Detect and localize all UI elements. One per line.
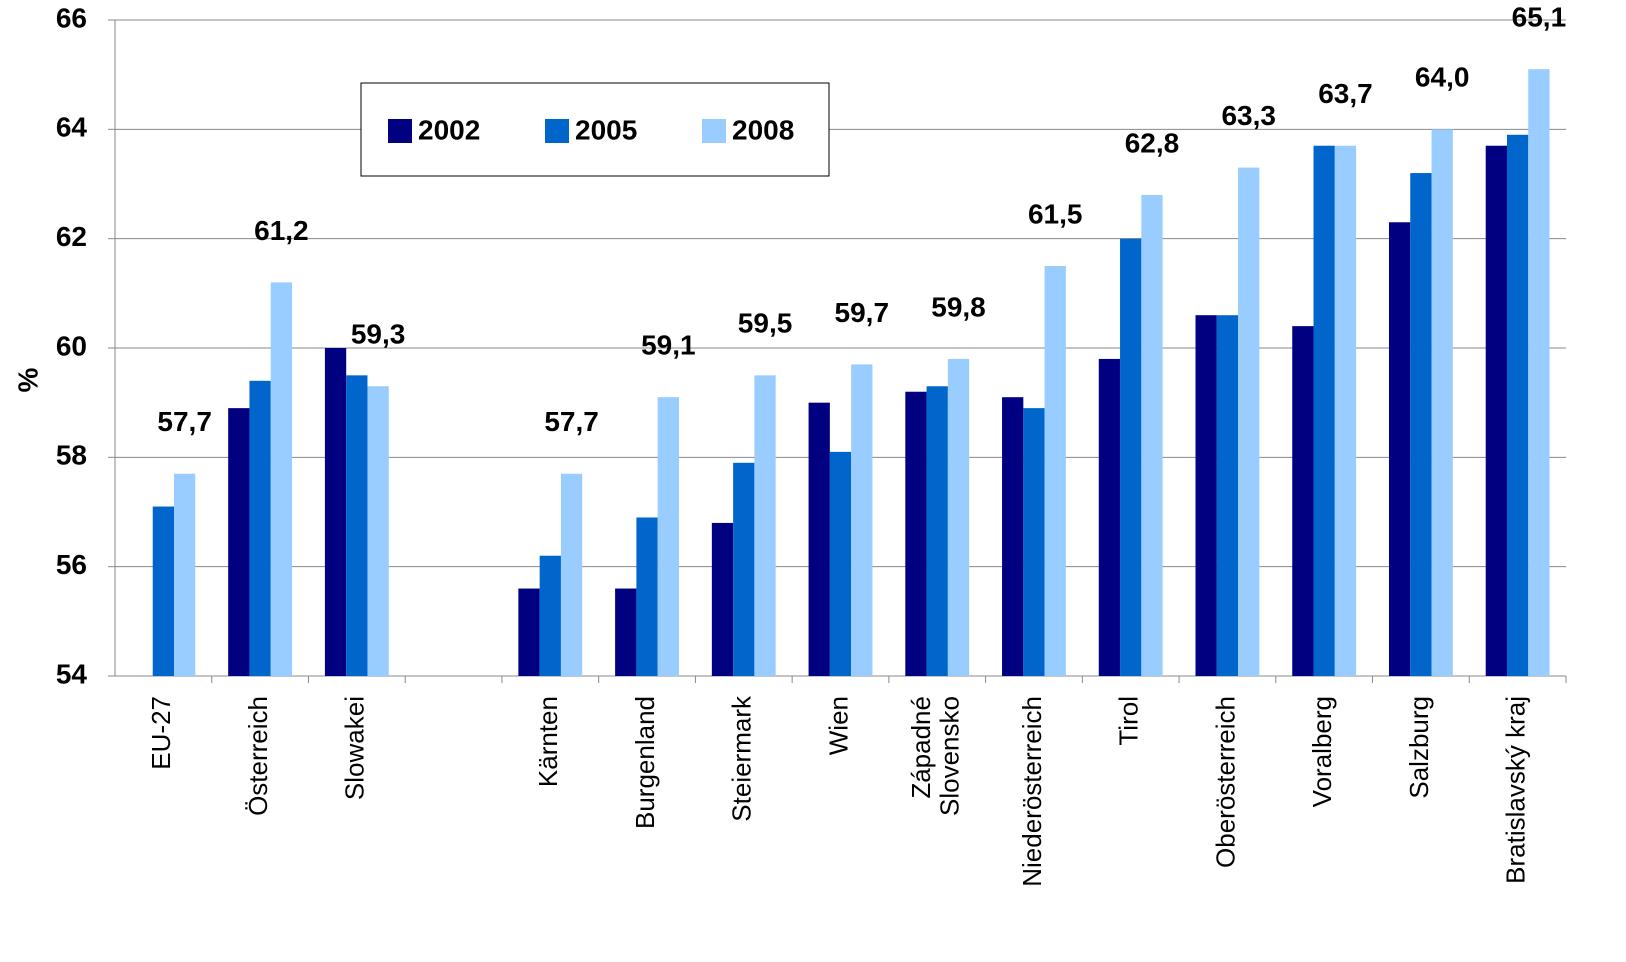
bar <box>560 473 583 676</box>
bar <box>1431 129 1453 677</box>
bar <box>1334 145 1357 676</box>
bar <box>1313 145 1335 676</box>
bar <box>711 522 734 676</box>
bar <box>1044 266 1066 676</box>
bar <box>270 282 293 676</box>
x-tick-label: EU-27 <box>146 696 176 770</box>
bar <box>1292 326 1314 676</box>
legend-label: 2002 <box>418 114 480 145</box>
x-tick-label: Wien <box>823 696 853 755</box>
value-label: 61,2 <box>254 215 309 246</box>
x-tick-label: Voralberg <box>1307 696 1337 807</box>
bar <box>1506 134 1529 677</box>
value-label: 59,5 <box>738 308 793 339</box>
bar <box>228 408 250 676</box>
bar <box>1141 194 1163 676</box>
value-label: 59,7 <box>835 297 890 328</box>
value-label: 59,3 <box>351 319 406 350</box>
bar <box>905 391 927 676</box>
x-tick-label: ZápadnéSlovensko <box>906 696 965 816</box>
bar <box>249 380 271 676</box>
legend-swatch <box>702 119 726 143</box>
y-tick-label: 62 <box>56 221 87 252</box>
x-tick-label: Steiermark <box>727 695 757 822</box>
bar <box>152 506 175 676</box>
bar <box>539 555 561 676</box>
y-axis-label: % <box>12 367 43 392</box>
legend-box <box>360 82 830 177</box>
y-tick-label: 60 <box>56 330 87 361</box>
bar <box>926 386 948 676</box>
bar <box>324 348 347 676</box>
bar <box>518 588 540 676</box>
x-tick-label: Burgenland <box>630 696 660 829</box>
bar <box>1120 238 1142 676</box>
bar <box>829 451 852 676</box>
value-label: 61,5 <box>1028 198 1083 229</box>
value-label: 63,7 <box>1318 78 1373 109</box>
bar <box>636 517 658 676</box>
x-tick-label: Kärnten <box>533 696 563 787</box>
value-label: 59,8 <box>931 291 986 322</box>
legend-swatch <box>545 119 569 143</box>
value-label: 57,7 <box>157 406 212 437</box>
legend-label: 2005 <box>575 114 637 145</box>
bar <box>754 375 776 676</box>
y-tick-label: 54 <box>56 658 88 689</box>
x-tick-label: Oberösterreich <box>1210 696 1240 868</box>
x-tick-label: Tirol <box>1114 696 1144 746</box>
value-label: 57,7 <box>544 406 599 437</box>
value-label: 63,3 <box>1221 100 1276 131</box>
bar <box>1098 358 1121 676</box>
x-tick-label: Niederösterreich <box>1017 696 1047 887</box>
x-tick-label: Österreich <box>243 696 273 816</box>
bar <box>1002 397 1024 676</box>
bar <box>346 375 368 676</box>
y-tick-label: 58 <box>56 440 87 471</box>
x-tick-label: Salzburg <box>1404 696 1434 799</box>
legend: 2002 2005 2008 <box>360 82 830 177</box>
bar <box>1195 315 1217 676</box>
bar <box>1410 173 1432 677</box>
bar <box>1485 145 1507 676</box>
value-label: 59,1 <box>641 330 696 361</box>
y-tick-label: 64 <box>56 112 88 143</box>
x-tick-label: Slowakei <box>340 696 370 800</box>
value-label: 62,8 <box>1125 127 1180 158</box>
legend-swatch <box>388 119 412 143</box>
bar <box>615 588 637 676</box>
x-tick-label: Bratislavský kraj <box>1501 696 1531 884</box>
y-tick-label: 56 <box>56 549 87 580</box>
bar <box>851 364 873 676</box>
y-tick-label: 66 <box>56 2 87 33</box>
bar <box>1023 408 1045 676</box>
bar <box>733 462 755 676</box>
bar <box>1238 167 1260 676</box>
bar <box>1528 69 1550 676</box>
bar <box>1216 315 1239 676</box>
value-label: 64,0 <box>1415 62 1470 93</box>
bar <box>174 473 196 676</box>
bar <box>947 358 970 676</box>
value-label: 65,1 <box>1512 2 1567 33</box>
legend-label: 2008 <box>732 114 794 145</box>
bar <box>367 386 389 676</box>
bar <box>808 402 830 676</box>
bar <box>657 397 679 676</box>
bar <box>1388 222 1411 676</box>
